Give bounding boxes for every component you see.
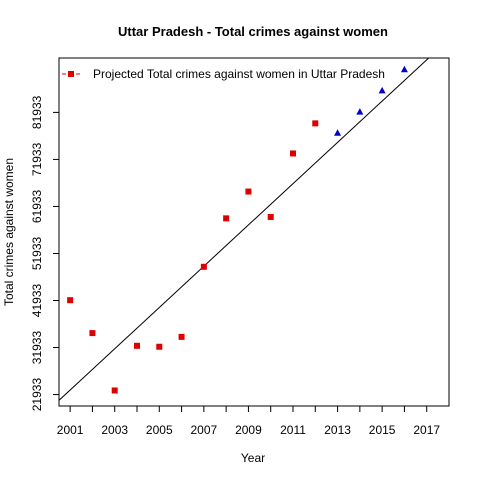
data-point-actual: [111, 387, 118, 394]
data-point-actual: [89, 330, 96, 337]
data-point-projected: [356, 108, 364, 115]
x-tick-label: 2001: [57, 423, 84, 437]
y-tick-label: 61933: [30, 189, 44, 223]
y-tick-label: 71933: [30, 142, 44, 176]
x-tick-label: 2013: [324, 423, 351, 437]
x-tick-label: 2009: [235, 423, 262, 437]
data-point-actual: [267, 213, 274, 220]
y-axis-label: Total crimes against women: [2, 158, 16, 306]
legend-entry: Projected Total crimes against women in …: [93, 67, 385, 81]
data-point-actual: [178, 333, 185, 340]
y-tick-label: 51933: [30, 236, 44, 270]
y-tick-label: 31933: [30, 331, 44, 365]
chart-title: Uttar Pradesh - Total crimes against wom…: [118, 24, 388, 39]
y-tick-label: 81933: [30, 95, 44, 129]
x-tick-label: 2003: [101, 423, 128, 437]
plot-frame: [58, 57, 450, 407]
x-axis-label: Year: [241, 451, 265, 465]
data-point-actual: [156, 343, 163, 350]
y-axis: 21933 31933 41933 51933 61933 71933 81933: [30, 95, 59, 411]
legend: Projected Total crimes against women in …: [62, 67, 385, 81]
data-point-projected: [400, 65, 408, 73]
trend-line: [59, 58, 430, 401]
x-tick-label: 2007: [191, 423, 218, 437]
data-point-actual: [200, 263, 207, 270]
data-point-projected: [378, 86, 386, 94]
data-points: [67, 65, 408, 394]
data-point-actual: [312, 120, 319, 127]
data-point-projected: [334, 129, 342, 136]
x-tick-label: 2015: [369, 423, 396, 437]
y-tick-label: 41933: [30, 283, 44, 317]
x-tick-label: 2005: [146, 423, 173, 437]
data-point-actual: [290, 150, 296, 157]
y-tick-label: 21933: [30, 378, 44, 412]
x-axis: 2001 2003 2005 2007 2009 2011 2013 2015 2017: [57, 406, 440, 437]
data-point-actual: [134, 342, 140, 349]
legend-marker: [68, 71, 74, 77]
data-point-actual: [67, 297, 74, 304]
data-point-actual: [245, 188, 252, 195]
x-tick-label: 2011: [280, 423, 306, 437]
x-tick-label: 2017: [413, 423, 440, 437]
data-point-actual: [223, 215, 230, 222]
